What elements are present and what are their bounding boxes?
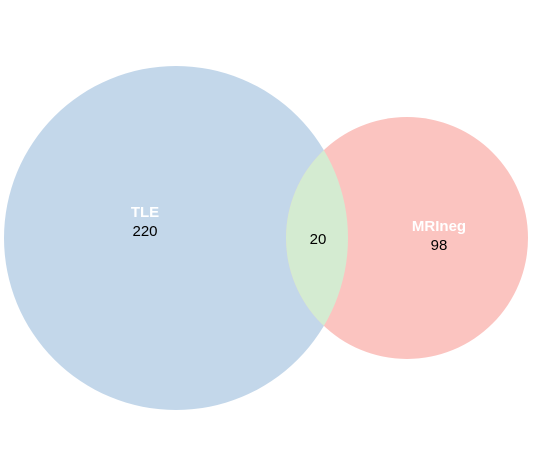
mrineg-count: 98 — [431, 237, 448, 254]
intersection-count: 20 — [310, 231, 327, 248]
mrineg-label: MRIneg — [412, 218, 466, 235]
mrineg-circle — [286, 117, 528, 359]
tle-count: 220 — [132, 223, 157, 240]
tle-circle — [4, 66, 348, 410]
tle-label: TLE — [131, 204, 159, 221]
